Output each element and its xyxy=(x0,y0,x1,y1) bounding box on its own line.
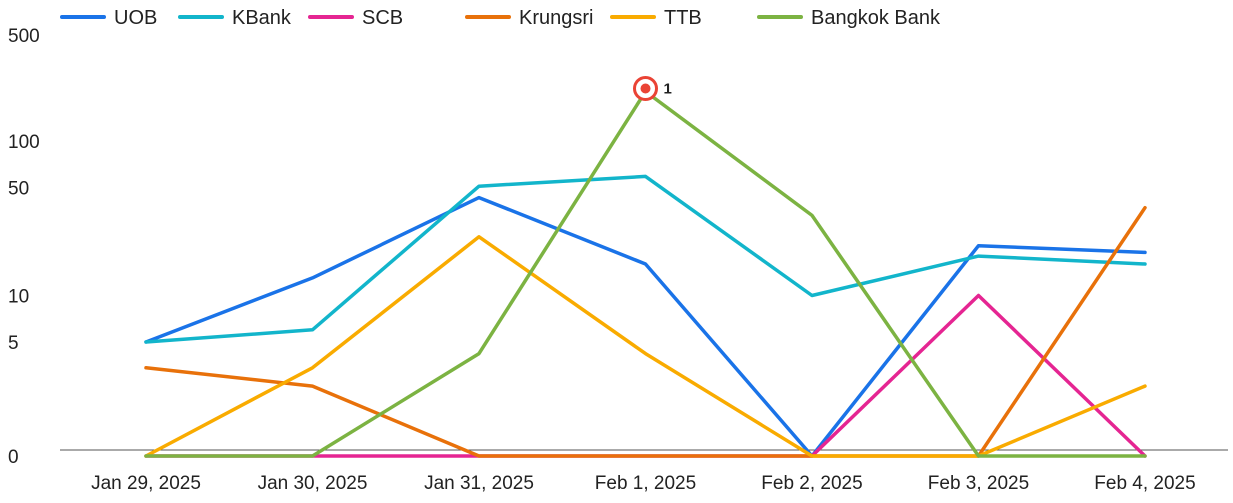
y-tick-label: 10 xyxy=(8,286,29,307)
legend-item-kbank[interactable]: KBank xyxy=(180,7,292,29)
legend: UOB KBank SCB Krungsri TTB Bangkok Bank xyxy=(62,7,941,29)
y-tick-label: 50 xyxy=(8,179,29,200)
series-line-uob[interactable] xyxy=(146,198,1145,456)
legend-label: UOB xyxy=(114,7,157,29)
legend-item-uob[interactable]: UOB xyxy=(62,7,157,29)
legend-item-ttb[interactable]: TTB xyxy=(612,7,702,29)
plot-area xyxy=(146,92,1145,457)
legend-item-scb[interactable]: SCB xyxy=(310,7,403,29)
legend-label: Bangkok Bank xyxy=(811,7,941,29)
series-line-ttb[interactable] xyxy=(146,237,1145,456)
annotation-dot xyxy=(641,84,651,94)
y-axis: 0 5 10 50 100 500 xyxy=(8,26,40,468)
x-tick-label: Feb 1, 2025 xyxy=(595,473,696,494)
x-tick-label: Feb 3, 2025 xyxy=(928,473,1029,494)
x-tick-label: Jan 29, 2025 xyxy=(91,473,201,494)
y-tick-label: 500 xyxy=(8,26,40,47)
x-tick-label: Feb 4, 2025 xyxy=(1094,473,1195,494)
y-tick-label: 100 xyxy=(8,132,40,153)
series-line-bangkok-bank[interactable] xyxy=(146,92,1145,457)
y-tick-label: 0 xyxy=(8,447,19,468)
x-tick-label: Feb 2, 2025 xyxy=(761,473,862,494)
x-tick-label: Jan 31, 2025 xyxy=(424,473,534,494)
legend-item-bangkok-bank[interactable]: Bangkok Bank xyxy=(759,7,941,29)
legend-label: SCB xyxy=(362,7,403,29)
annotations: 1 xyxy=(635,78,672,100)
legend-label: TTB xyxy=(664,7,702,29)
annotation-marker[interactable]: 1 xyxy=(635,78,672,100)
legend-item-krungsri[interactable]: Krungsri xyxy=(467,7,593,29)
series-line-kbank[interactable] xyxy=(146,176,1145,342)
legend-label: Krungsri xyxy=(519,7,593,29)
y-tick-label: 5 xyxy=(8,333,19,354)
x-tick-label: Jan 30, 2025 xyxy=(258,473,368,494)
legend-label: KBank xyxy=(232,7,292,29)
annotation-label: 1 xyxy=(664,81,672,98)
